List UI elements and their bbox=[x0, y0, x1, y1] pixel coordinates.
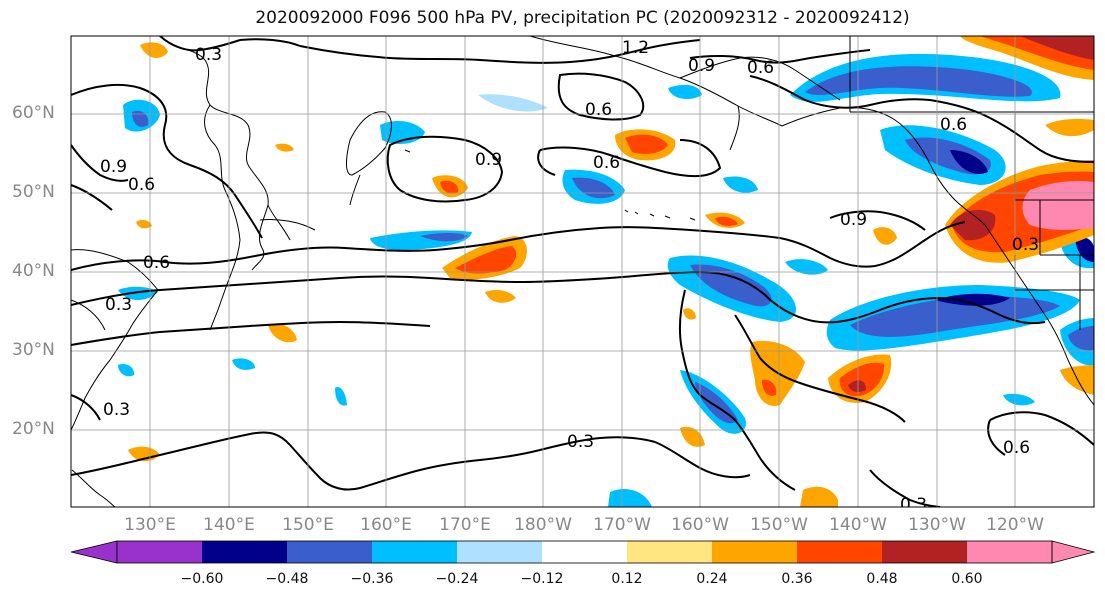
colorbar-tick-label: 0.60 bbox=[951, 571, 983, 587]
contour-label: 0.6 bbox=[747, 58, 774, 78]
longitude-label: 160°W bbox=[671, 515, 729, 535]
contour-label: 0.9 bbox=[100, 157, 127, 177]
longitude-label: 150°W bbox=[750, 515, 808, 535]
longitude-label: 130°W bbox=[908, 515, 966, 535]
latitude-label: 40°N bbox=[12, 261, 55, 281]
colorbar-segment bbox=[882, 541, 967, 563]
longitude-label: 180°W bbox=[514, 515, 572, 535]
colorbar-tick-label: 0.24 bbox=[696, 571, 728, 587]
coastlines bbox=[71, 36, 1094, 507]
longitude-label: 130°E bbox=[124, 515, 176, 535]
contour-label: 0.9 bbox=[475, 150, 502, 170]
graticule bbox=[71, 36, 1094, 507]
colorbar-segment bbox=[712, 541, 797, 563]
longitude-label: 170°W bbox=[593, 515, 651, 535]
contour-label: 0.6 bbox=[128, 175, 155, 195]
contour-label: 0.3 bbox=[1012, 235, 1039, 255]
contour-label: 0.9 bbox=[840, 210, 867, 230]
colorbar-tick-label: 0.48 bbox=[866, 571, 898, 587]
contour-label: 0.6 bbox=[585, 100, 612, 120]
longitude-label: 140°E bbox=[203, 515, 255, 535]
contour-label: 0.3 bbox=[105, 295, 132, 315]
colorbar-segment bbox=[797, 541, 882, 563]
longitude-label: 140°W bbox=[829, 515, 887, 535]
precip-positive-areas bbox=[128, 36, 1094, 507]
longitude-label: 160°E bbox=[360, 515, 412, 535]
contour-label: 0.9 bbox=[688, 56, 715, 76]
contour-label-group: 0.3 1.2 0.9 0.6 0.6 0.6 0.9 0.6 0.9 0.6 … bbox=[100, 38, 1039, 515]
contour-label: 0.6 bbox=[593, 153, 620, 173]
colorbar-extend-low bbox=[70, 540, 118, 564]
colorbar-frame bbox=[116, 540, 1053, 564]
latitude-label: 20°N bbox=[12, 419, 55, 439]
contour-label: 0.3 bbox=[567, 432, 594, 452]
colorbar-tick-label: −0.24 bbox=[435, 571, 479, 587]
colorbar-segment bbox=[542, 541, 627, 563]
contour-label: 0.6 bbox=[940, 115, 967, 135]
longitude-label: 150°E bbox=[282, 515, 334, 535]
colorbar-segment bbox=[287, 541, 372, 563]
longitude-label: 120°W bbox=[986, 515, 1044, 535]
colorbar bbox=[70, 540, 1096, 564]
colorbar-segment bbox=[372, 541, 457, 563]
latitude-label: 30°N bbox=[12, 340, 55, 360]
colorbar-segment bbox=[202, 541, 287, 563]
colorbar-segment bbox=[117, 541, 202, 563]
contour-label: 0.3 bbox=[900, 495, 927, 515]
contour-label: 0.3 bbox=[195, 45, 222, 65]
map-background bbox=[71, 36, 1094, 507]
colorbar-tick-label: −0.60 bbox=[180, 571, 224, 587]
colorbar-tick-label: 0.36 bbox=[781, 571, 813, 587]
colorbar-tick-label: −0.48 bbox=[265, 571, 309, 587]
map-title: 2020092000 F096 500 hPa PV, precipitatio… bbox=[255, 8, 910, 28]
latitude-label: 60°N bbox=[12, 103, 55, 123]
colorbar-segment bbox=[457, 541, 542, 563]
colorbar-extend-high bbox=[1051, 540, 1096, 564]
latitude-label: 50°N bbox=[12, 182, 55, 202]
contour-label: 1.2 bbox=[622, 38, 649, 58]
colorbar-segment bbox=[627, 541, 712, 563]
colorbar-tick-label: 0.12 bbox=[611, 571, 643, 587]
colorbar-tick-label: −0.36 bbox=[350, 571, 394, 587]
contour-label: 0.3 bbox=[103, 400, 130, 420]
colorbar-tick-label: −0.12 bbox=[520, 571, 564, 587]
longitude-label: 170°E bbox=[439, 515, 491, 535]
colorbar-segment bbox=[967, 541, 1052, 563]
contour-label: 0.6 bbox=[143, 253, 170, 273]
contour-label: 0.6 bbox=[1003, 438, 1030, 458]
map-frame bbox=[70, 35, 1095, 508]
